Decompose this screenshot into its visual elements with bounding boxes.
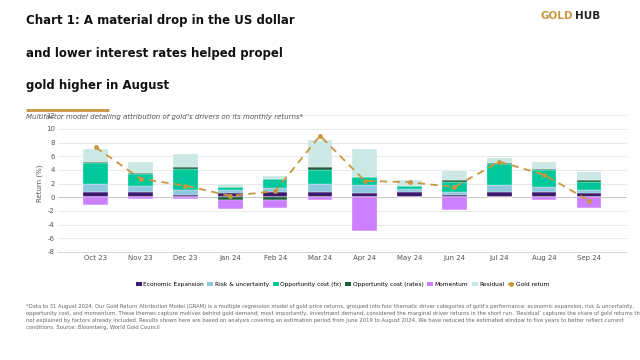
Bar xyxy=(173,153,198,167)
Bar xyxy=(218,190,243,193)
Bar xyxy=(397,180,422,186)
Bar xyxy=(442,171,467,180)
Bar xyxy=(83,162,108,163)
Bar xyxy=(129,197,153,199)
Legend: Economic Expansion, Risk & uncertainty, Opportunity cost (fx), Opportunity cost : Economic Expansion, Risk & uncertainty, … xyxy=(133,280,552,289)
Bar xyxy=(577,197,602,207)
Bar xyxy=(353,185,377,193)
Bar xyxy=(83,163,108,184)
Bar xyxy=(129,186,153,192)
Bar xyxy=(442,192,467,194)
Text: HUB: HUB xyxy=(575,11,600,21)
Bar xyxy=(442,197,467,210)
Bar xyxy=(173,167,198,168)
Bar xyxy=(487,165,511,185)
Bar xyxy=(442,180,467,181)
Bar xyxy=(532,197,556,200)
Bar xyxy=(263,200,287,208)
Bar xyxy=(487,163,511,165)
Bar xyxy=(442,194,467,197)
Bar xyxy=(263,193,287,197)
Bar xyxy=(532,187,556,192)
Bar xyxy=(577,181,602,190)
Bar xyxy=(83,192,108,197)
Bar xyxy=(577,180,602,181)
Y-axis label: Return (%): Return (%) xyxy=(36,165,43,202)
Bar xyxy=(263,197,287,200)
Bar xyxy=(353,149,377,177)
Bar xyxy=(577,193,602,197)
Bar xyxy=(577,190,602,193)
Bar xyxy=(487,185,511,192)
Bar xyxy=(263,176,287,180)
Bar xyxy=(353,193,377,197)
Bar xyxy=(83,149,108,162)
Bar xyxy=(442,181,467,192)
Bar xyxy=(487,192,511,197)
Bar xyxy=(129,174,153,186)
Bar xyxy=(218,200,243,209)
Bar xyxy=(83,184,108,192)
Text: gold higher in August: gold higher in August xyxy=(26,79,169,92)
Bar xyxy=(263,188,287,193)
Bar xyxy=(308,197,332,200)
Text: *Data to 31 August 2024. Our Gold Return Attribution Model (GRAM) is a multiple : *Data to 31 August 2024. Our Gold Return… xyxy=(26,304,640,330)
Bar xyxy=(532,162,556,168)
Bar xyxy=(218,193,243,197)
Text: and lower interest rates helped propel: and lower interest rates helped propel xyxy=(26,47,282,60)
Bar xyxy=(308,192,332,197)
Bar xyxy=(129,162,153,173)
Bar xyxy=(353,197,377,231)
Text: Multifactor model detailing attribution of gold’s drivers on its monthly returns: Multifactor model detailing attribution … xyxy=(26,113,303,120)
Bar xyxy=(129,192,153,197)
Bar xyxy=(218,187,243,190)
Bar xyxy=(397,193,422,197)
Bar xyxy=(532,192,556,197)
Bar xyxy=(532,170,556,187)
Bar xyxy=(263,180,287,188)
Bar xyxy=(397,189,422,193)
Text: Chart 1: A material drop in the US dollar: Chart 1: A material drop in the US dolla… xyxy=(26,14,294,27)
Bar xyxy=(83,197,108,206)
Bar xyxy=(532,168,556,170)
Bar xyxy=(173,195,198,197)
Bar xyxy=(173,190,198,195)
Bar xyxy=(173,168,198,190)
Bar xyxy=(308,170,332,184)
Bar xyxy=(487,158,511,163)
Bar xyxy=(218,197,243,200)
Bar xyxy=(308,184,332,192)
Bar xyxy=(218,184,243,187)
Text: GOLD: GOLD xyxy=(541,11,573,21)
Bar xyxy=(173,197,198,199)
Bar xyxy=(129,173,153,174)
Bar xyxy=(308,167,332,170)
Bar xyxy=(397,186,422,189)
Bar xyxy=(577,172,602,180)
Bar xyxy=(353,177,377,185)
Bar xyxy=(308,140,332,167)
